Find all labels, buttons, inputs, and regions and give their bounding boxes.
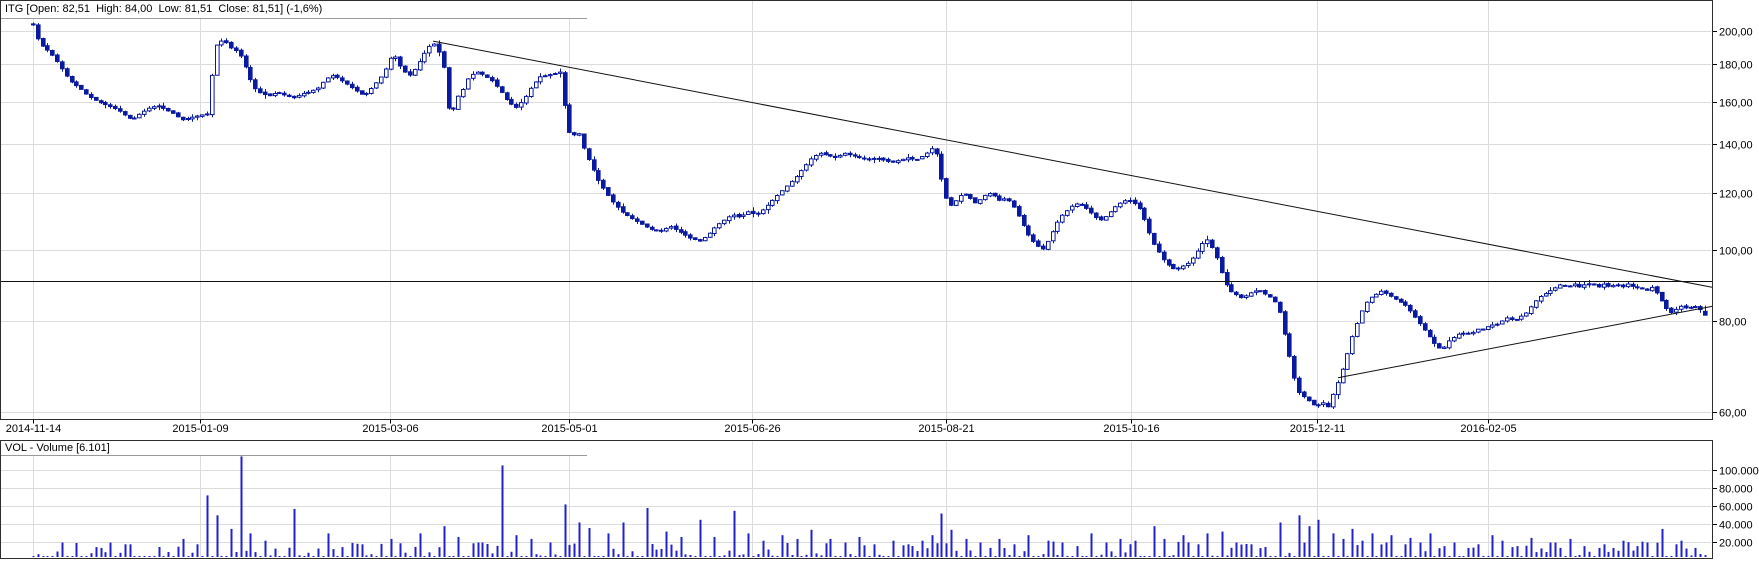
date-axis-label: 2015-08-21 (918, 423, 974, 435)
price-axis-label: 60,00 (1719, 408, 1747, 420)
volume-axis-label: 100.000 (1719, 466, 1759, 478)
price-axis-label: 120,00 (1719, 189, 1753, 201)
price-axis-label: 140,00 (1719, 140, 1753, 152)
volume-axis-label: 40.000 (1719, 520, 1753, 532)
price-panel-frame (0, 0, 1713, 420)
date-axis-label: 2016-02-05 (1460, 423, 1516, 435)
price-axis-label: 100,00 (1719, 246, 1753, 258)
price-panel-title: ITG [Open: 82,51 High: 84,00 Low: 81,51 … (1, 1, 587, 19)
descending-trendline (432, 40, 1713, 288)
volume-axis-label: 80.000 (1719, 484, 1753, 496)
price-axis-label: 200,00 (1719, 27, 1753, 39)
volume-axis-label: 60.000 (1719, 502, 1753, 514)
price-axis-label: 180,00 (1719, 60, 1753, 72)
date-axis-label: 2015-03-06 (362, 423, 418, 435)
volume-panel-frame (0, 440, 1713, 559)
price-axis-label: 80,00 (1719, 317, 1747, 329)
date-axis-label: 2015-01-09 (172, 423, 228, 435)
date-axis-label: 2015-05-01 (541, 423, 597, 435)
date-axis-label: 2014-11-14 (6, 423, 61, 435)
volume-panel-title: VOL - Volume [6.101] (1, 441, 587, 456)
price-axis-label: 160,00 (1719, 98, 1753, 110)
date-axis-label: 2015-12-11 (1290, 423, 1345, 435)
date-axis-label: 2015-10-16 (1103, 423, 1159, 435)
ascending-trendline (1337, 305, 1713, 379)
volume-axis-label: 20.000 (1719, 538, 1753, 550)
date-axis-label: 2015-06-26 (724, 423, 780, 435)
